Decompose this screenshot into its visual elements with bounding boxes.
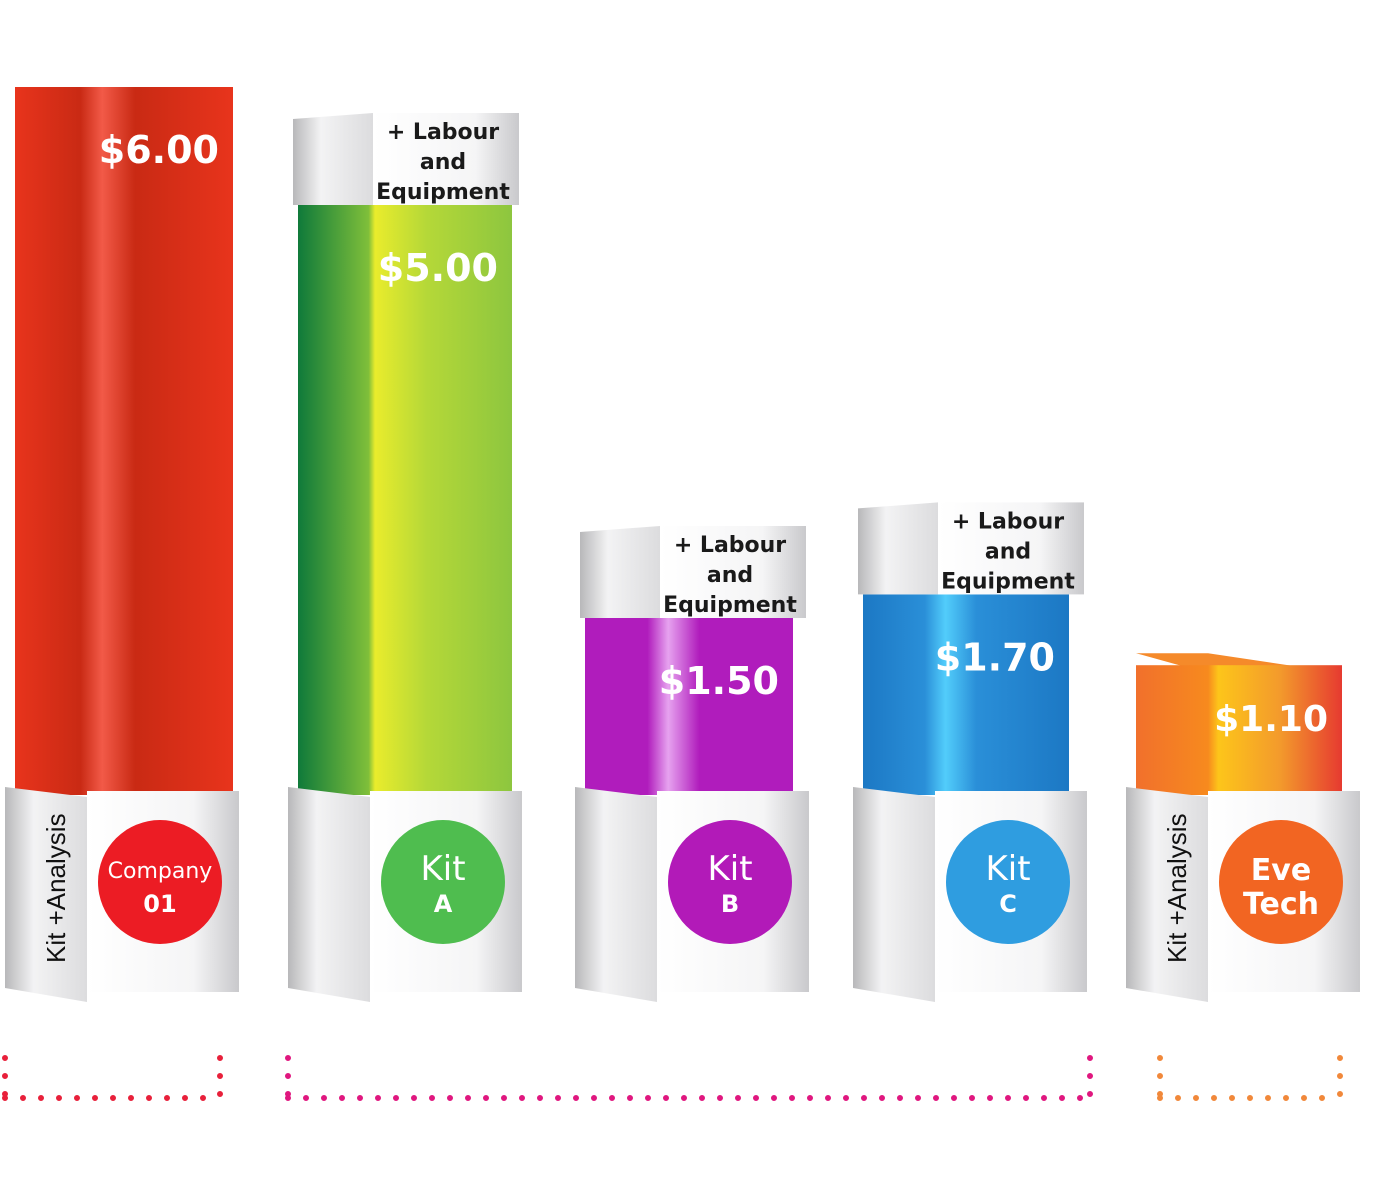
group-bracket-2 <box>285 1055 1093 1101</box>
addon-cap: + Labour and Equipment <box>293 113 519 205</box>
category-badge <box>381 820 505 944</box>
bar-value-label: $1.10 <box>1214 699 1328 740</box>
category-badge <box>98 820 222 944</box>
bars-layer: $6.00 Company 01 Kit +Analysis + Labour and Eq… <box>5 87 1360 1002</box>
addon-label-line: Equipment <box>376 180 510 205</box>
category-box-left-face <box>5 787 87 1002</box>
category-label-line1: Kit <box>985 849 1030 889</box>
category-label-line2: A <box>434 890 453 918</box>
category-label-line2: B <box>721 890 739 918</box>
addon-label-line: Equipment <box>663 593 797 618</box>
addon-cap-left-face <box>580 526 660 618</box>
addon-cap-front-face <box>938 502 1084 595</box>
bar-value-label: $6.00 <box>99 128 219 172</box>
category-label-line1: Kit <box>707 849 752 889</box>
category-box: Company 01 Kit +Analysis <box>5 787 239 1002</box>
category-box-left-face <box>288 787 370 1002</box>
addon-cap: + Labour and Equipment <box>858 502 1084 595</box>
category-label-line2: Tech <box>1243 887 1319 922</box>
addon-cap: + Labour and Equipment <box>580 526 806 618</box>
addon-label-line: + Labour <box>387 120 499 145</box>
bar <box>863 594 1069 795</box>
addon-label-line: Equipment <box>941 569 1075 594</box>
addon-label-line: and <box>985 539 1031 564</box>
addon-label-line: and <box>420 150 466 175</box>
group-bracket-3 <box>1157 1055 1343 1101</box>
bar <box>585 618 793 795</box>
category-box-left-face <box>853 787 935 1002</box>
addon-label-line: and <box>707 563 753 588</box>
category-label-line1: Kit <box>420 849 465 889</box>
side-label: Kit +Analysis <box>1162 813 1192 963</box>
bar-value-label: $1.70 <box>935 635 1055 679</box>
addon-cap-front-face <box>373 113 519 205</box>
category-badge <box>946 820 1070 944</box>
category-label-line1: Eve <box>1251 853 1311 888</box>
addon-cap-front-face <box>660 526 806 618</box>
category-label-line1: Company <box>108 859 213 884</box>
bar-group-1: $6.00 Company 01 Kit +Analysis <box>5 87 239 1002</box>
bar <box>298 205 512 795</box>
category-label-line2: C <box>999 890 1017 918</box>
bar <box>1136 665 1342 795</box>
bar-value-label: $1.50 <box>659 659 779 703</box>
brackets-layer <box>2 1055 1343 1101</box>
bar <box>15 87 233 795</box>
group-bracket-1 <box>2 1055 223 1101</box>
category-label-line2: 01 <box>143 890 176 918</box>
addon-label-line: + Labour <box>674 533 786 558</box>
category-box-left-face <box>575 787 657 1002</box>
addon-cap-left-face <box>858 502 938 595</box>
category-badge <box>668 820 792 944</box>
category-badge <box>1219 820 1343 944</box>
bar-value-label: $5.00 <box>378 246 498 290</box>
category-box-left-face <box>1126 787 1208 1002</box>
addon-label-line: + Labour <box>952 509 1064 534</box>
side-label: Kit +Analysis <box>41 813 71 963</box>
addon-cap-left-face <box>293 113 373 205</box>
